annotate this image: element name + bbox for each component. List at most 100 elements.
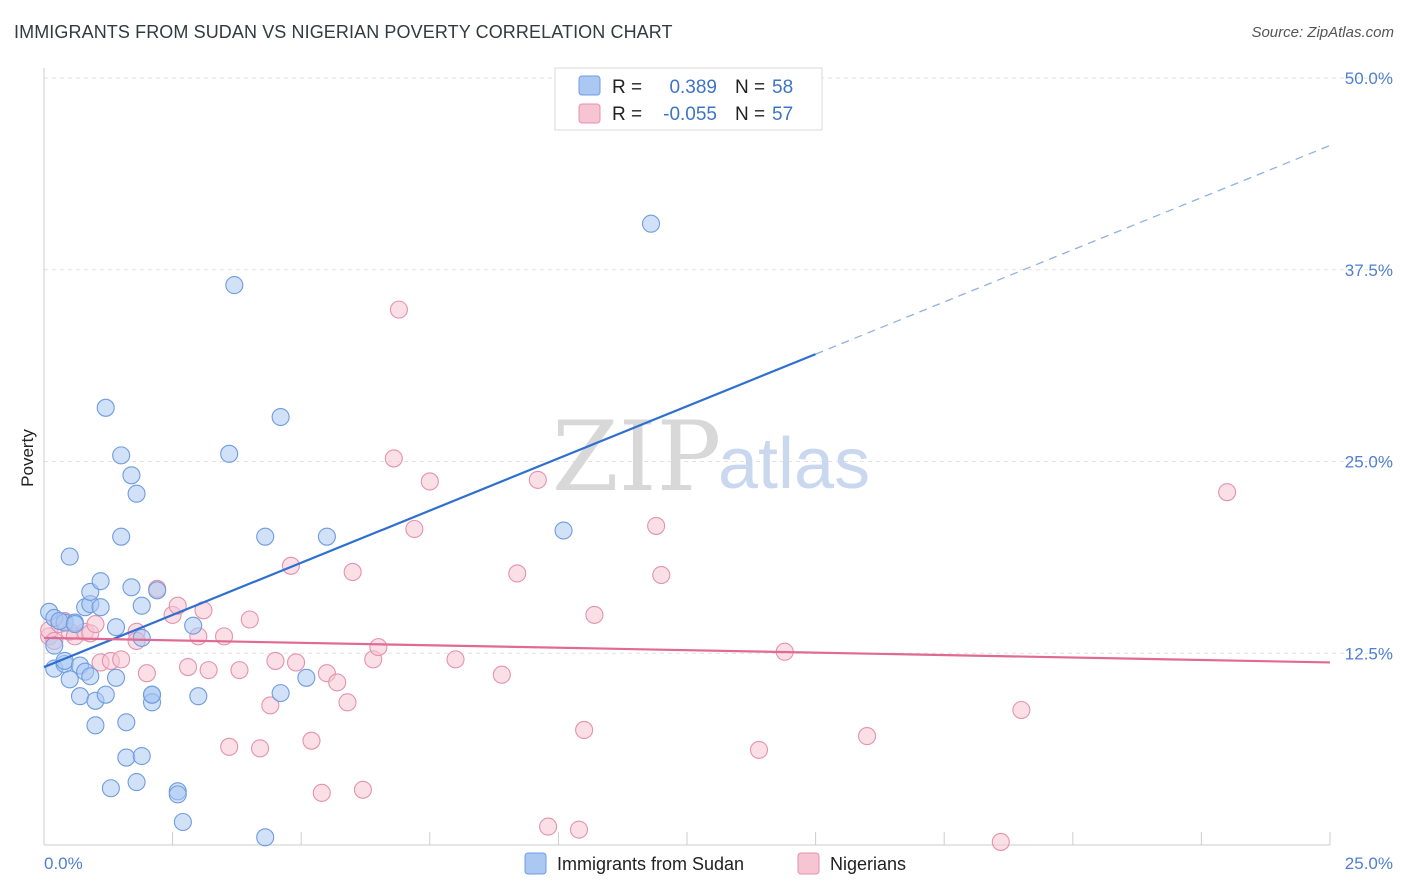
trend-line-sudan-extension bbox=[815, 144, 1331, 355]
point-nigerians-29 bbox=[266, 651, 285, 670]
y-tick-label-0: 12.5% bbox=[1345, 644, 1393, 663]
chart-title: IMMIGRANTS FROM SUDAN VS NIGERIAN POVERT… bbox=[14, 22, 673, 42]
point-nigerians-32 bbox=[302, 731, 321, 750]
point-nigerians-33 bbox=[312, 783, 331, 802]
point-nigerians-46 bbox=[492, 665, 511, 684]
point-sudan-31 bbox=[122, 466, 141, 485]
point-nigerians-9 bbox=[86, 615, 105, 634]
point-sudan-44 bbox=[184, 616, 203, 635]
point-nigerians-59 bbox=[1012, 700, 1031, 720]
point-sudan-7 bbox=[60, 670, 79, 689]
point-sudan-47 bbox=[225, 276, 244, 295]
point-sudan-48 bbox=[256, 527, 275, 546]
point-sudan-24 bbox=[106, 668, 126, 687]
point-nigerians-15 bbox=[137, 664, 156, 683]
point-sudan-35 bbox=[132, 628, 151, 647]
point-sudan-10 bbox=[70, 687, 90, 706]
point-nigerians-47 bbox=[508, 564, 527, 583]
series-sudan-points bbox=[40, 214, 661, 847]
legend-swatch-nigerians bbox=[578, 103, 601, 124]
x-tick-label-min: 0.0% bbox=[44, 854, 83, 873]
legend-swatch-sudan bbox=[578, 75, 601, 96]
point-sudan-17 bbox=[86, 716, 105, 735]
point-nigerians-50 bbox=[569, 820, 589, 839]
point-nigerians-35 bbox=[328, 673, 347, 692]
point-nigerians-31 bbox=[287, 653, 306, 672]
point-nigerians-26 bbox=[240, 610, 259, 629]
point-nigerians-24 bbox=[220, 737, 239, 756]
bottom-legend-label-sudan: Immigrants from Sudan bbox=[557, 854, 744, 874]
point-sudan-46 bbox=[220, 444, 239, 463]
point-sudan-57 bbox=[65, 615, 84, 634]
point-nigerians-37 bbox=[343, 562, 362, 581]
point-sudan-39 bbox=[142, 685, 162, 704]
series-nigerians-points bbox=[40, 300, 1237, 851]
legend-n-label-nigerians: N = bbox=[735, 104, 765, 125]
point-sudan-32 bbox=[127, 773, 146, 792]
point-sudan-28 bbox=[117, 748, 136, 767]
y-tick-label-2: 37.5% bbox=[1345, 261, 1393, 280]
legend-n-value-nigerians: 57 bbox=[772, 104, 793, 125]
source-label: Source: ZipAtlas.com bbox=[1251, 24, 1394, 41]
point-nigerians-42 bbox=[389, 300, 408, 319]
point-sudan-29 bbox=[117, 713, 136, 732]
point-nigerians-58 bbox=[991, 832, 1010, 851]
point-sudan-56 bbox=[50, 611, 69, 631]
point-nigerians-40 bbox=[369, 638, 388, 657]
legend-r-value-sudan: 0.389 bbox=[669, 77, 717, 98]
trend-line-nigerians bbox=[43, 636, 1331, 664]
point-nigerians-60 bbox=[1218, 483, 1237, 502]
point-sudan-26 bbox=[112, 527, 131, 546]
point-sudan-21 bbox=[96, 685, 115, 704]
point-sudan-55 bbox=[641, 214, 661, 233]
point-nigerians-45 bbox=[446, 650, 465, 669]
legend-r-label-sudan: R = bbox=[612, 77, 642, 98]
bottom-legend-swatch-sudan bbox=[524, 852, 547, 875]
watermark-atlas: atlas bbox=[718, 424, 870, 504]
point-sudan-34 bbox=[132, 596, 151, 615]
point-sudan-33 bbox=[127, 484, 146, 503]
legend-n-label-sudan: N = bbox=[735, 77, 765, 98]
point-nigerians-51 bbox=[575, 720, 594, 740]
point-sudan-2 bbox=[45, 636, 64, 655]
correlation-legend: R = 0.389 N = 58 R = -0.055 N = 57 bbox=[554, 67, 823, 131]
legend-r-value-nigerians: -0.055 bbox=[663, 104, 717, 125]
point-sudan-51 bbox=[271, 407, 290, 427]
legend-r-label-nigerians: R = bbox=[612, 104, 642, 125]
point-sudan-54 bbox=[554, 521, 573, 540]
point-sudan-19 bbox=[91, 598, 110, 617]
legend-n-value-sudan: 58 bbox=[772, 77, 793, 98]
point-nigerians-54 bbox=[652, 565, 671, 585]
bottom-legend-label-nigerians: Nigerians bbox=[830, 854, 906, 874]
point-nigerians-48 bbox=[528, 470, 547, 489]
point-nigerians-52 bbox=[585, 605, 604, 624]
bottom-legend-swatch-nigerians bbox=[797, 852, 820, 875]
point-nigerians-38 bbox=[353, 780, 372, 799]
point-sudan-52 bbox=[297, 668, 316, 687]
point-nigerians-53 bbox=[647, 516, 666, 535]
point-sudan-49 bbox=[256, 828, 275, 847]
point-nigerians-28 bbox=[261, 696, 280, 715]
series-legend: Immigrants from Sudan Nigerians bbox=[524, 852, 906, 875]
y-tick-label-3: 50.0% bbox=[1345, 69, 1393, 88]
point-nigerians-43 bbox=[405, 519, 424, 539]
point-nigerians-55 bbox=[749, 740, 769, 759]
point-nigerians-57 bbox=[857, 727, 877, 746]
point-nigerians-36 bbox=[338, 693, 357, 712]
point-sudan-50 bbox=[271, 684, 290, 703]
point-nigerians-41 bbox=[384, 449, 403, 468]
point-sudan-42 bbox=[168, 785, 187, 804]
trend-lines bbox=[43, 144, 1331, 669]
point-sudan-25 bbox=[106, 618, 126, 637]
point-nigerians-25 bbox=[230, 661, 249, 680]
point-sudan-22 bbox=[96, 398, 115, 417]
y-tick-labels: 12.5% 25.0% 37.5% 50.0% bbox=[1345, 69, 1393, 663]
point-sudan-45 bbox=[189, 687, 208, 706]
point-sudan-36 bbox=[132, 746, 151, 766]
grid-lines bbox=[44, 77, 1393, 654]
y-tick-label-1: 25.0% bbox=[1345, 453, 1393, 472]
point-sudan-40 bbox=[148, 581, 167, 600]
point-sudan-23 bbox=[101, 779, 120, 798]
point-sudan-43 bbox=[173, 812, 192, 832]
